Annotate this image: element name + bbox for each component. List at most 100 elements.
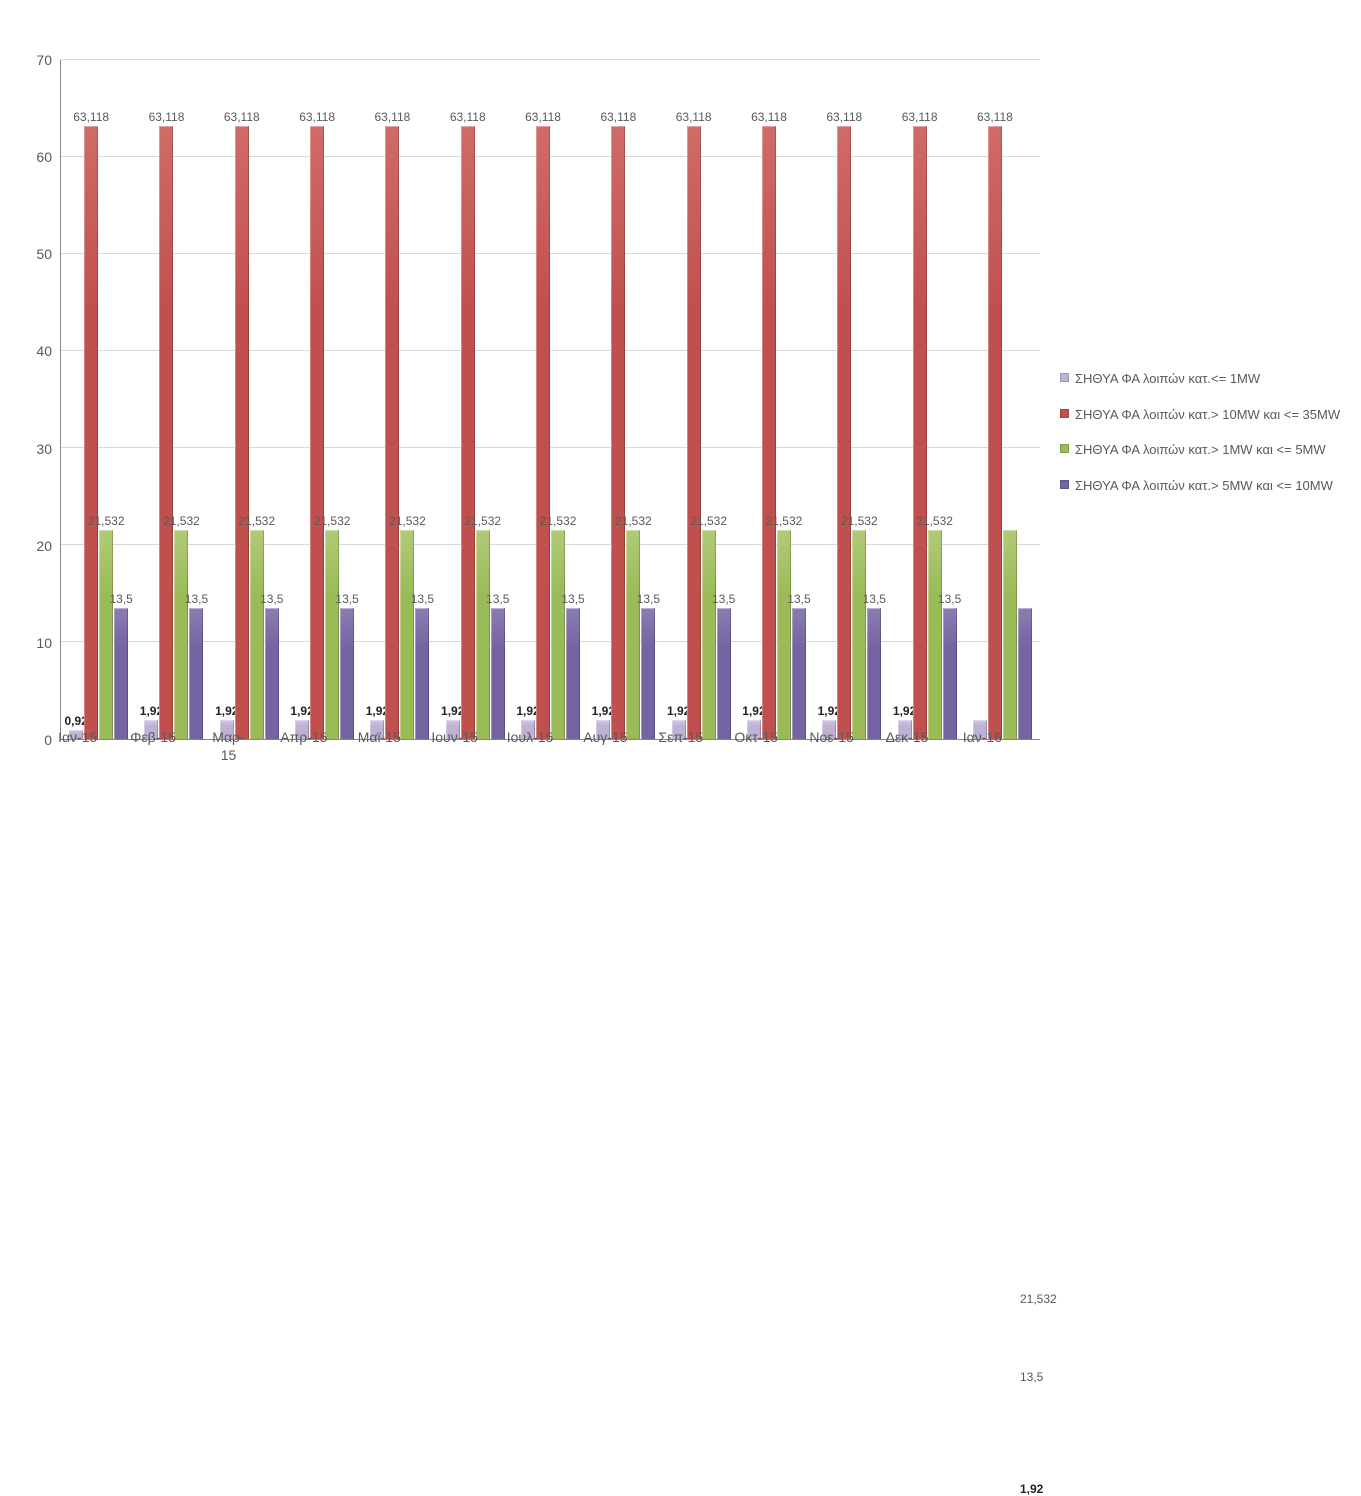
bar-group: 1,9263,11821,53213,5 bbox=[212, 60, 287, 739]
x-tick-label: Αυγ-15 bbox=[568, 720, 643, 764]
bar: 21,532 bbox=[777, 530, 791, 739]
bar-value-label: 21,532 bbox=[163, 514, 200, 528]
bar: 63,118 bbox=[536, 126, 550, 739]
bar-value-label: 63,118 bbox=[73, 110, 109, 124]
bar: 21,532 bbox=[928, 530, 942, 739]
bar-value-label: 63,118 bbox=[149, 110, 185, 124]
bar-value-label: 21,532 bbox=[766, 514, 803, 528]
bar-group: 63,118 bbox=[965, 60, 1040, 739]
bar-rect bbox=[536, 126, 550, 739]
bar-group: 1,9263,11821,53213,5 bbox=[664, 60, 739, 739]
y-axis: 010203040506070 bbox=[20, 60, 60, 740]
bar-value-label: 13,5 bbox=[109, 592, 132, 606]
y-tick: 10 bbox=[22, 635, 52, 651]
bar: 21,532 bbox=[551, 530, 565, 739]
bar: 63,118 bbox=[235, 126, 249, 739]
bar: 63,118 bbox=[461, 126, 475, 739]
bar-value-label: 13,5 bbox=[712, 592, 735, 606]
bar: 63,118 bbox=[310, 126, 324, 739]
y-tick: 70 bbox=[22, 52, 52, 68]
x-tick-label: Οκτ-15 bbox=[719, 720, 794, 764]
x-tick-label: Δεκ-15 bbox=[869, 720, 944, 764]
bar-value-label: 63,118 bbox=[450, 110, 486, 124]
bar-value-label: 63,118 bbox=[676, 110, 712, 124]
bar-value-label: 13,5 bbox=[938, 592, 961, 606]
bar-rect bbox=[84, 126, 98, 739]
bar-value-label-right: 21,532 bbox=[1020, 1292, 1057, 1306]
bar: 63,118 bbox=[159, 126, 173, 739]
legend-label: ΣΗΘΥΑ ΦΑ λοιπών κατ.> 5MW και <= 10MW bbox=[1075, 477, 1333, 495]
bar-rect bbox=[837, 126, 851, 739]
bar: 21,532 bbox=[325, 530, 339, 739]
bar: 21,532 bbox=[250, 530, 264, 739]
bar-rect bbox=[928, 530, 942, 739]
bar-groups: 0,9263,11821,53213,51,9263,11821,53213,5… bbox=[61, 60, 1040, 739]
x-tick-label: Μαρ- 15 bbox=[191, 720, 266, 764]
legend-swatch bbox=[1060, 373, 1069, 382]
bar: 63,118 bbox=[611, 126, 625, 739]
bar-value-label: 21,532 bbox=[314, 514, 351, 528]
bar-rect bbox=[777, 530, 791, 739]
bar: 63,118 bbox=[988, 126, 1002, 739]
bar-rect bbox=[1003, 530, 1017, 739]
bar: 21,532 bbox=[174, 530, 188, 739]
bar: 21,532 bbox=[626, 530, 640, 739]
bar: 21,532 bbox=[852, 530, 866, 739]
bar-rect bbox=[687, 126, 701, 739]
bar-value-label: 21,532 bbox=[389, 514, 426, 528]
bar-value-label: 21,532 bbox=[464, 514, 501, 528]
bar-value-label: 63,118 bbox=[826, 110, 862, 124]
bar-value-label: 63,118 bbox=[600, 110, 636, 124]
plot-area: 0,9263,11821,53213,51,9263,11821,53213,5… bbox=[60, 60, 1040, 740]
legend-label: ΣΗΘΥΑ ΦΑ λοιπών κατ.> 1MW και <= 5MW bbox=[1075, 441, 1326, 459]
x-tick-label: Απρ-15 bbox=[266, 720, 341, 764]
bar: 63,118 bbox=[762, 126, 776, 739]
bar-rect bbox=[762, 126, 776, 739]
bar-value-label: 21,532 bbox=[841, 514, 878, 528]
x-tick-label: Ιαν-15 bbox=[40, 720, 115, 764]
bar: 21,532 bbox=[400, 530, 414, 739]
legend-label: ΣΗΘΥΑ ΦΑ λοιπών κατ.<= 1MW bbox=[1075, 370, 1260, 388]
bar-rect bbox=[235, 126, 249, 739]
bar-rect bbox=[461, 126, 475, 739]
bar-value-label: 21,532 bbox=[540, 514, 577, 528]
bar-group: 1,9263,11821,53213,5 bbox=[438, 60, 513, 739]
bar-rect bbox=[702, 530, 716, 739]
bar-value-label: 21,532 bbox=[615, 514, 652, 528]
y-tick: 50 bbox=[22, 246, 52, 262]
bar-group: 1,9263,11821,53213,5 bbox=[739, 60, 814, 739]
y-tick: 30 bbox=[22, 441, 52, 457]
bar: 21,532 bbox=[99, 530, 113, 739]
bar-value-label: 63,118 bbox=[224, 110, 260, 124]
bar-value-label: 13,5 bbox=[863, 592, 886, 606]
bar-rect bbox=[174, 530, 188, 739]
y-tick: 20 bbox=[22, 538, 52, 554]
bar-value-label: 21,532 bbox=[238, 514, 275, 528]
plot-wrapper: 010203040506070 0,9263,11821,53213,51,92… bbox=[20, 20, 1341, 789]
bar: 63,118 bbox=[837, 126, 851, 739]
bar-value-label: 63,118 bbox=[902, 110, 938, 124]
y-tick: 40 bbox=[22, 343, 52, 359]
bar-rect bbox=[385, 126, 399, 739]
bar-group: 1,9263,11821,53213,5 bbox=[287, 60, 362, 739]
bar-group: 0,9263,11821,53213,5 bbox=[61, 60, 136, 739]
legend-label: ΣΗΘΥΑ ΦΑ λοιπών κατ.> 10MW και <= 35MW bbox=[1075, 406, 1340, 424]
bar-group: 1,9263,11821,53213,5 bbox=[136, 60, 211, 739]
legend-item: ΣΗΘΥΑ ΦΑ λοιπών κατ.<= 1MW bbox=[1060, 370, 1341, 388]
bar-value-label: 13,5 bbox=[185, 592, 208, 606]
legend: ΣΗΘΥΑ ΦΑ λοιπών κατ.<= 1MW ΣΗΘΥΑ ΦΑ λοιπώ… bbox=[1040, 20, 1341, 789]
x-tick-label: Ιαν-16 bbox=[945, 720, 1020, 764]
x-tick-label: Μαϊ-15 bbox=[342, 720, 417, 764]
bar-value-label-right: 13,5 bbox=[1020, 1370, 1043, 1384]
bar: 63,118 bbox=[385, 126, 399, 739]
bar-rect bbox=[611, 126, 625, 739]
x-tick-label: Νοε-15 bbox=[794, 720, 869, 764]
bar-rect bbox=[250, 530, 264, 739]
bar: 63,118 bbox=[687, 126, 701, 739]
bar-value-label-right: 1,92 bbox=[1020, 1482, 1043, 1496]
bar-rect bbox=[626, 530, 640, 739]
legend-item: ΣΗΘΥΑ ΦΑ λοιπών κατ.> 1MW και <= 5MW bbox=[1060, 441, 1341, 459]
legend-swatch bbox=[1060, 480, 1069, 489]
bar-value-label: 13,5 bbox=[486, 592, 509, 606]
legend-item: ΣΗΘΥΑ ΦΑ λοιπών κατ.> 5MW και <= 10MW bbox=[1060, 477, 1341, 495]
